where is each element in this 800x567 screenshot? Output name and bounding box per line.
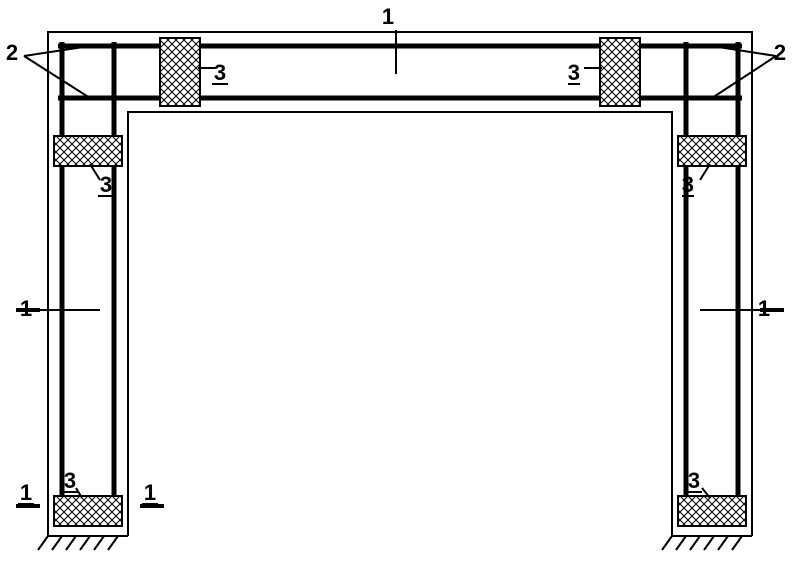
hatch-zone-beam_right (600, 38, 640, 106)
rebar-lines (58, 42, 742, 526)
label-label2_right: 2 (774, 40, 786, 65)
label-label1_leftA: 1 (20, 296, 32, 321)
section-markers (16, 310, 784, 506)
hatch-zone-beam_left (160, 38, 200, 106)
label-label3_colLB: 3 (64, 468, 76, 493)
label-label3_colRB: 3 (688, 468, 700, 493)
frame-outline (48, 32, 752, 536)
ground-hatch-tick (662, 536, 672, 550)
label-label3_colLT: 3 (100, 172, 112, 197)
section-marker-label-bot_l1: 1 (20, 480, 32, 505)
hatch-zone-colL_bot (54, 496, 122, 526)
labels: 1 1 1 1 1 2 2 3 3 3 3 3 3 (6, 4, 786, 505)
leader-label2_right (712, 46, 776, 56)
hatch-zone-colR_top (678, 136, 746, 166)
ground-hatch-tick (52, 536, 62, 550)
ground-hatch-tick (38, 536, 48, 550)
label-label2_left: 2 (6, 40, 18, 65)
hatch-zone-colR_bot (678, 496, 746, 526)
ground-hatch-tick (718, 536, 728, 550)
ground-hatch-tick (732, 536, 742, 550)
ground-hatch-tick (94, 536, 104, 550)
label-label3_beamR: 3 (568, 60, 580, 85)
ground-hatch-tick (108, 536, 118, 550)
ground-hatch-tick (66, 536, 76, 550)
ground-hatch-tick (676, 536, 686, 550)
label-label1_top: 1 (382, 4, 394, 29)
ground-hatch-tick (704, 536, 714, 550)
leader-label2_left (24, 46, 90, 56)
ground-hatching (38, 536, 742, 550)
hatch-zone-colL_top (54, 136, 122, 166)
ground-hatch-tick (80, 536, 90, 550)
diagram-canvas: 1 1 1 1 1 2 2 3 3 3 3 3 3 (0, 0, 800, 567)
section-marker-label-bot_l2: 1 (144, 480, 156, 505)
leader-label2_right (712, 56, 776, 98)
label-label3_beamL: 3 (214, 60, 226, 85)
leader-label2_left (24, 56, 90, 98)
ground-hatch-tick (690, 536, 700, 550)
label-label1_rightA: 1 (758, 296, 770, 321)
label-label3_colRT: 3 (682, 172, 694, 197)
frame-outline-path (48, 32, 752, 536)
